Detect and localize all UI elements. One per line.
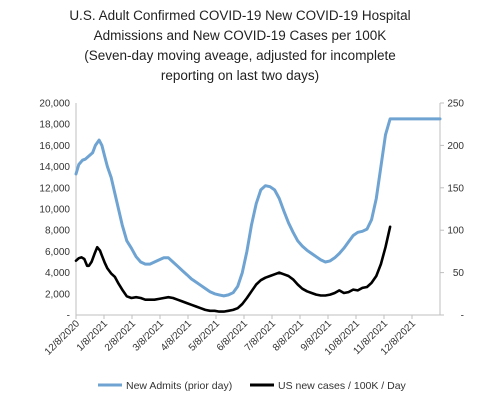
y-left-tick-label: 2,000 (45, 289, 70, 300)
y-right-tick-label: 100 (447, 226, 464, 237)
y-left-tick-label: 20,000 (39, 99, 70, 110)
chart-title-line-3: (Seven-day moving aveage, adjusted for i… (84, 48, 396, 63)
y-right-tick-label: - (461, 311, 464, 322)
series-line-new-admits (74, 117, 442, 298)
y-left-ticks: - 2,000 4,000 6,000 8,000 10,000 12,000 14,000 1… (39, 99, 70, 322)
series-layer (74, 117, 442, 313)
y-right-tick-label: 50 (453, 268, 465, 279)
y-left-tick-label: 8,000 (45, 226, 70, 237)
y-right-tick-label: 250 (447, 99, 464, 110)
x-tick-label: 12/8/2020 (43, 318, 83, 358)
legend-label-admits: New Admits (prior day) (126, 380, 232, 392)
y-left-tick-label: 12,000 (39, 183, 70, 194)
legend: New Admits (prior day) US new cases / 10… (98, 380, 407, 392)
y-right-ticks: - 50 100 150 200 250 (440, 99, 464, 322)
chart-title-line-2: Admissions and New COVID-19 Cases per 10… (93, 28, 387, 43)
y-left-tick-label: 10,000 (39, 205, 70, 216)
y-right-tick-label: 200 (447, 141, 464, 152)
y-left-tick-label: 4,000 (45, 268, 70, 279)
x-ticks: 12/8/20201/8/20212/8/20213/8/20214/8/202… (43, 315, 418, 358)
chart-title-line-4: reporting on last two days) (160, 68, 320, 83)
y-right-tick-label: 150 (447, 183, 464, 194)
y-left-tick-label: 6,000 (45, 247, 70, 258)
y-left-tick-label: 14,000 (39, 162, 70, 173)
chart-title-line-1: U.S. Adult Confirmed COVID-19 New COVID-… (69, 8, 411, 23)
series-line-new-cases (74, 225, 392, 313)
y-left-tick-label: 18,000 (39, 120, 70, 131)
legend-label-cases: US new cases / 100K / Day (278, 380, 407, 392)
y-left-tick-label: - (67, 311, 70, 322)
y-left-tick-label: 16,000 (39, 141, 70, 152)
